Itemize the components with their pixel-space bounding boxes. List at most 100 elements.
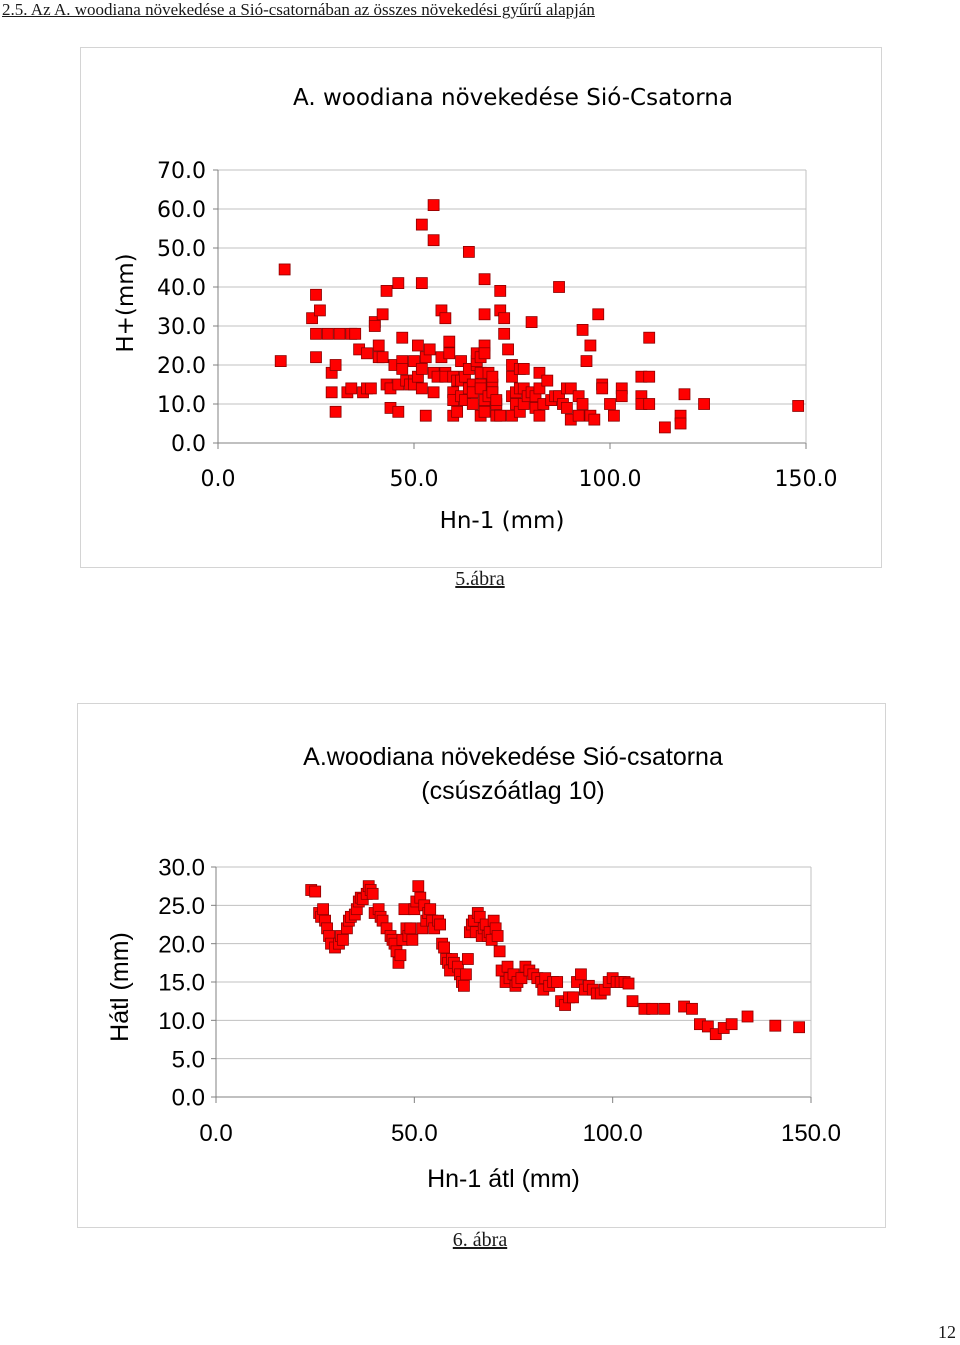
data-point xyxy=(686,1002,698,1015)
y-tick-label: 70.0 xyxy=(157,159,206,184)
y-tick-label: 10.0 xyxy=(158,1008,205,1035)
data-point xyxy=(525,316,538,329)
data-point xyxy=(392,405,405,418)
data-point xyxy=(494,284,507,297)
data-point xyxy=(306,312,318,325)
data-point xyxy=(314,304,326,317)
data-point xyxy=(567,991,579,1004)
data-point xyxy=(658,421,671,434)
data-point xyxy=(394,949,407,962)
data-point xyxy=(592,308,605,321)
data-point xyxy=(486,370,499,383)
caption-figure-5: 5.ábra xyxy=(455,568,505,590)
data-point xyxy=(406,933,419,946)
data-point xyxy=(415,218,428,231)
growth-scatter-chart: A. woodiana növekedése Sió-Csatorna 0.0 10… xyxy=(113,85,837,534)
data-point xyxy=(626,995,639,1008)
data-point xyxy=(310,351,322,364)
data-point xyxy=(415,362,428,375)
data-point xyxy=(698,398,710,410)
y-tick-label: 60.0 xyxy=(157,198,206,223)
data-point xyxy=(725,1018,738,1031)
data-point xyxy=(309,885,322,898)
x-axis-label: Hn-1 (mm) xyxy=(440,508,565,534)
y-tick-label: 40.0 xyxy=(157,276,206,301)
data-point xyxy=(533,382,546,395)
y-axis-label: H+(mm) xyxy=(113,253,139,352)
data-point xyxy=(274,355,287,368)
data-point xyxy=(372,339,385,352)
data-point xyxy=(478,405,491,418)
data-point xyxy=(466,398,479,410)
data-point xyxy=(502,343,514,356)
y-tick-label: 20.0 xyxy=(158,931,205,958)
data-point xyxy=(643,370,656,383)
data-point xyxy=(451,405,464,418)
data-point xyxy=(643,398,656,410)
y-tick-label: 25.0 xyxy=(158,893,205,920)
data-point xyxy=(580,355,593,368)
data-point xyxy=(329,405,342,418)
data-point xyxy=(412,339,424,352)
data-point xyxy=(325,386,338,399)
data-point xyxy=(643,331,656,344)
data-point xyxy=(506,370,518,383)
data-point xyxy=(576,398,589,410)
data-point xyxy=(427,199,440,212)
y-tick-label: 0.0 xyxy=(172,1085,205,1112)
data-point xyxy=(337,933,349,946)
data-point xyxy=(333,327,346,340)
y-axis-label: Hátl (mm) xyxy=(106,932,134,1042)
data-point xyxy=(493,945,506,958)
data-point xyxy=(361,347,373,360)
data-point xyxy=(376,351,389,364)
chart-title-line-1: (csúszóátlag 10) xyxy=(421,777,604,805)
data-point xyxy=(474,382,487,395)
y-tick-label: 30.0 xyxy=(158,855,205,882)
data-point xyxy=(364,382,377,395)
data-point xyxy=(415,382,428,395)
data-point xyxy=(310,327,322,340)
data-point xyxy=(541,374,554,387)
data-point xyxy=(564,382,577,395)
data-point xyxy=(490,394,503,407)
x-tick-label: 0.0 xyxy=(199,1120,232,1147)
x-tick-label: 100.0 xyxy=(583,1120,643,1147)
data-point xyxy=(498,327,511,340)
data-point xyxy=(515,972,528,985)
y-tick-label: 50.0 xyxy=(157,237,206,262)
data-point xyxy=(412,880,425,893)
data-point xyxy=(494,409,507,422)
data-point xyxy=(349,327,362,340)
page-heading: 2.5. Az A. woodiana növekedése a Sió-csa… xyxy=(2,0,595,19)
y-tick-label: 20.0 xyxy=(157,354,206,379)
data-point xyxy=(398,903,411,916)
data-point xyxy=(560,401,573,414)
data-point xyxy=(278,263,291,276)
data-point xyxy=(459,968,472,981)
data-point xyxy=(473,910,486,923)
x-tick-label: 100.0 xyxy=(579,467,642,492)
data-point xyxy=(427,234,440,247)
data-point xyxy=(345,382,358,395)
x-tick-label: 0.0 xyxy=(201,467,236,492)
data-point xyxy=(608,409,620,422)
data-point xyxy=(769,1019,782,1032)
data-point xyxy=(793,1021,805,1034)
y-tick-label: 15.0 xyxy=(158,970,205,997)
data-point xyxy=(462,245,475,258)
data-point xyxy=(576,323,589,336)
data-point xyxy=(396,362,409,375)
data-point xyxy=(498,312,511,325)
data-point xyxy=(658,1002,671,1015)
chart-title-line-0: A. woodiana növekedése Sió-Csatorna xyxy=(293,85,733,111)
data-point xyxy=(615,390,628,403)
data-point xyxy=(408,355,420,368)
data-point xyxy=(461,953,474,965)
caption-figure-6: 6. ábra xyxy=(452,1229,508,1251)
moving-average-scatter-chart: A.woodiana növekedése Sió-csatorna (csúsz… xyxy=(106,743,841,1193)
data-point xyxy=(434,918,447,931)
y-tick-label: 5.0 xyxy=(172,1046,205,1073)
data-point xyxy=(366,887,379,900)
data-point xyxy=(533,366,546,379)
